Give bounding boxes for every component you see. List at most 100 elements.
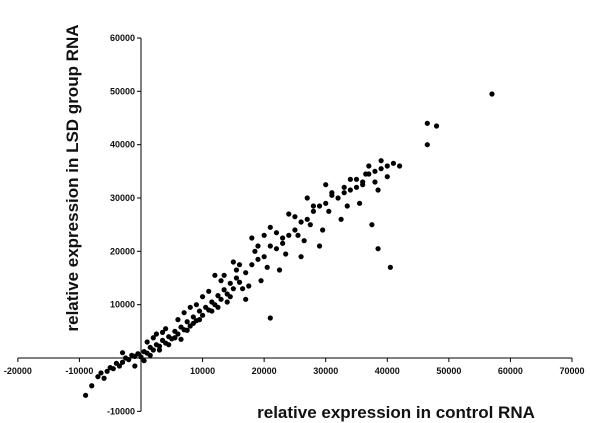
data-point — [147, 352, 153, 358]
data-point — [384, 174, 390, 180]
data-point — [267, 224, 273, 230]
data-point — [206, 288, 212, 294]
x-tick-label: 30000 — [313, 366, 338, 376]
data-point — [323, 182, 329, 188]
data-point — [193, 302, 200, 308]
data-point — [255, 243, 261, 249]
data-point — [298, 254, 304, 260]
data-point — [280, 240, 286, 246]
data-point — [433, 123, 440, 129]
data-point — [372, 168, 378, 174]
data-point — [372, 179, 378, 185]
data-point — [360, 179, 366, 185]
data-point — [378, 166, 384, 172]
data-point — [119, 359, 126, 365]
data-point — [141, 358, 147, 364]
data-point — [246, 283, 252, 289]
data-point — [267, 243, 273, 249]
data-point — [233, 267, 240, 273]
data-point — [156, 343, 163, 349]
data-point — [341, 184, 347, 190]
data-point — [298, 219, 304, 225]
data-point — [424, 120, 430, 126]
data-point — [329, 192, 335, 198]
y-tick-label: 40000 — [110, 140, 135, 150]
data-point — [230, 259, 236, 265]
data-point — [236, 262, 243, 268]
data-point — [304, 195, 310, 201]
data-point — [98, 370, 104, 376]
data-point — [95, 374, 101, 380]
data-point — [347, 176, 353, 182]
data-point — [150, 347, 156, 353]
data-point — [196, 317, 203, 323]
data-point — [116, 363, 123, 369]
data-point — [320, 227, 326, 233]
data-point — [378, 158, 384, 164]
data-point — [353, 184, 360, 190]
data-point — [347, 187, 353, 193]
x-tick-label: 60000 — [498, 366, 523, 376]
data-point — [301, 238, 307, 244]
data-point — [190, 320, 196, 326]
data-point — [280, 235, 286, 241]
data-point — [316, 203, 323, 209]
data-point — [135, 351, 141, 357]
data-point — [363, 171, 369, 177]
data-point — [316, 243, 323, 249]
data-point — [153, 331, 159, 337]
data-point — [375, 246, 381, 252]
y-tick-label: 20000 — [110, 246, 135, 256]
data-point — [227, 294, 233, 300]
y-axis: -10000 10000 20000 30000 40000 50000 60000 — [107, 33, 142, 416]
data-point — [166, 342, 172, 348]
data-point — [218, 296, 224, 302]
y-tick-label: 10000 — [110, 300, 135, 310]
data-point — [199, 312, 206, 318]
x-tick-label: 70000 — [559, 366, 584, 376]
x-tick-label: 40000 — [375, 366, 400, 376]
data-point — [181, 310, 187, 316]
data-point — [212, 272, 218, 278]
data-point — [261, 254, 267, 260]
x-tick-label: 20000 — [252, 366, 277, 376]
data-point — [89, 383, 95, 389]
data-point — [295, 232, 301, 238]
x-tick-label: 10000 — [190, 366, 215, 376]
data-point — [356, 200, 363, 206]
data-point — [190, 314, 196, 320]
data-point — [119, 350, 126, 356]
data-point — [292, 227, 298, 233]
data-point — [215, 293, 221, 299]
data-point — [184, 319, 190, 325]
x-axis-title: relative expression in control RNA — [257, 403, 535, 422]
data-point — [178, 336, 184, 342]
data-point — [172, 335, 178, 341]
data-point — [196, 308, 203, 314]
data-point — [310, 203, 316, 209]
data-point — [227, 280, 233, 286]
data-point — [390, 160, 397, 166]
data-point — [387, 264, 393, 270]
data-point — [369, 222, 375, 228]
y-axis-title: relative expression in LSD group RNA — [63, 24, 82, 331]
data-point — [230, 286, 236, 292]
data-point — [283, 251, 289, 257]
data-point — [199, 294, 206, 300]
y-tick-label: 50000 — [110, 86, 135, 96]
data-point — [292, 214, 298, 220]
data-point — [159, 329, 166, 335]
data-point — [233, 275, 240, 281]
data-point — [101, 375, 107, 381]
data-point — [286, 232, 292, 238]
data-point — [187, 304, 193, 310]
data-point — [366, 163, 372, 169]
x-tick-label: -20000 — [4, 366, 32, 376]
data-point — [384, 163, 390, 169]
data-point — [273, 230, 280, 236]
data-point — [144, 339, 150, 345]
data-point — [344, 203, 350, 209]
data-point — [264, 264, 270, 270]
x-tick-label: -10000 — [65, 366, 93, 376]
